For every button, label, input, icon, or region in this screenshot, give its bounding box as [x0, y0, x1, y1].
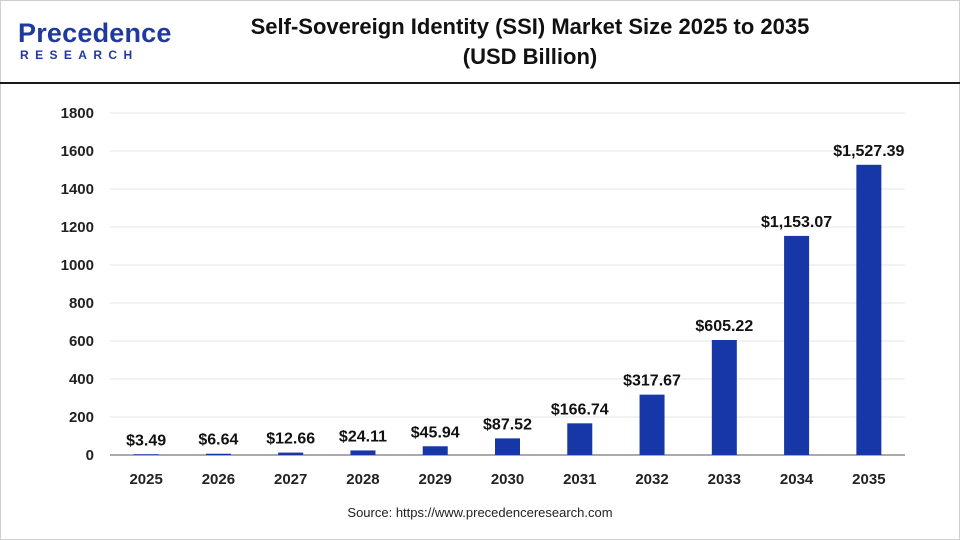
data-label-2025: $3.49 — [126, 432, 166, 449]
x-tick-label-2029: 2029 — [419, 471, 452, 488]
y-tick-label: 800 — [69, 295, 94, 312]
header: Precedence RESEARCH Self-Sovereign Ident… — [0, 0, 960, 82]
x-tick-label-2033: 2033 — [708, 471, 741, 488]
y-tick-label: 1000 — [61, 257, 94, 274]
source-note: Source: https://www.precedenceresearch.c… — [347, 505, 613, 520]
x-tick-label-2026: 2026 — [202, 471, 235, 488]
chart-area: 0 200 400 600 800 1000 1200 1400 1600 1800 $3.49 20… — [0, 84, 960, 504]
data-label-2028: $24.11 — [339, 428, 387, 445]
chart-title: Self-Sovereign Identity (SSI) Market Siz… — [190, 12, 870, 72]
data-label-2035: $1,527.39 — [833, 143, 904, 160]
data-label-2027: $12.66 — [266, 431, 315, 448]
y-tick-label: 600 — [69, 333, 94, 350]
logo-word: Precedence — [18, 18, 172, 48]
x-tick-label-2028: 2028 — [346, 471, 379, 488]
bar-2031 — [567, 423, 593, 455]
x-tick-label-2030: 2030 — [491, 471, 524, 488]
data-label-2030: $87.52 — [483, 416, 532, 433]
chart-title-line2: (USD Billion) — [462, 44, 598, 69]
data-label-2034: $1,153.07 — [761, 214, 832, 231]
x-tick-label-2035: 2035 — [852, 471, 885, 488]
data-label-2033: $605.22 — [695, 318, 753, 335]
data-label-2029: $45.94 — [411, 424, 460, 441]
data-label-2031: $166.74 — [551, 401, 609, 418]
bar-2030 — [495, 438, 520, 455]
data-label-2032: $317.67 — [623, 373, 681, 390]
y-tick-label: 1600 — [61, 143, 94, 160]
header-divider — [0, 82, 960, 84]
x-tick-label-2031: 2031 — [563, 471, 596, 488]
bar-chart: 0 200 400 600 800 1000 1200 1400 1600 1800 $3.49 20… — [61, 105, 905, 488]
logo-subtitle: RESEARCH — [20, 48, 139, 62]
bar-2026 — [205, 453, 231, 455]
x-tick-label-2025: 2025 — [129, 471, 162, 488]
chart-title-line1: Self-Sovereign Identity (SSI) Market Siz… — [250, 14, 810, 39]
bar-2035 — [856, 164, 882, 455]
y-tick-label: 0 — [86, 447, 94, 464]
y-tick-label: 200 — [69, 409, 94, 426]
bar-2027 — [278, 452, 304, 455]
bar-2032 — [639, 394, 665, 455]
y-tick-label: 400 — [69, 371, 94, 388]
bar-2029 — [422, 446, 448, 455]
bar-2025 — [133, 454, 159, 455]
bar-2028 — [350, 450, 376, 455]
y-tick-label: 1800 — [61, 105, 94, 122]
y-tick-label: 1400 — [61, 181, 94, 198]
x-tick-label-2027: 2027 — [274, 471, 307, 488]
x-tick-label-2032: 2032 — [635, 471, 668, 488]
bar-2033 — [711, 340, 737, 455]
brand-logo: Precedence RESEARCH — [18, 18, 171, 64]
y-tick-label: 1200 — [61, 219, 94, 236]
data-label-2026: $6.64 — [198, 432, 238, 449]
x-tick-label-2034: 2034 — [780, 471, 814, 488]
bar-2034 — [784, 235, 810, 455]
